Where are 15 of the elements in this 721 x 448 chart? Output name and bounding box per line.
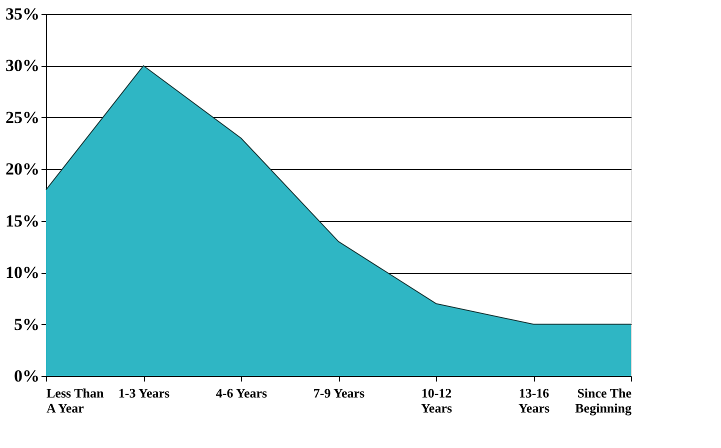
x-tick-label: 1-3 Years <box>118 386 170 400</box>
y-tick-label: 35% <box>6 4 40 24</box>
x-tick-label: 7-9 Years <box>313 386 365 400</box>
x-tick-label: Since The Beginning <box>575 386 632 416</box>
y-tick-label: 0% <box>14 366 40 386</box>
x-tick-label: 10-12 Years <box>420 386 452 416</box>
y-tick-label: 10% <box>6 263 40 282</box>
y-tick-label: 5% <box>14 314 40 334</box>
y-tick-label: 20% <box>6 160 40 179</box>
y-tick-label: 15% <box>6 211 40 230</box>
y-tick-label: 25% <box>6 108 40 127</box>
x-tick-label: 13-16 Years <box>518 386 550 416</box>
y-tick-label: 30% <box>6 56 40 76</box>
x-tick-label: Less Than A Year <box>46 386 104 416</box>
x-tick-label: 4-6 Years <box>216 386 268 400</box>
